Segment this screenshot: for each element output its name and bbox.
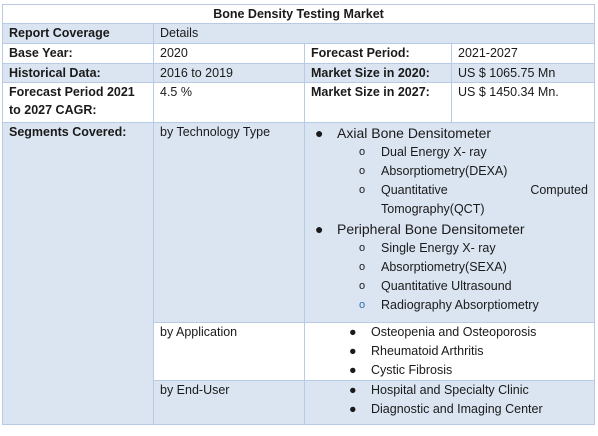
list-item: ● Rheumatoid Arthritis (311, 342, 588, 361)
technology-list: ● Axial Bone Densitometer o Dual Energy X-… (303, 122, 596, 323)
list-item: o Dual Energy X- ray (311, 143, 588, 162)
circle-bullet-icon: o (359, 280, 366, 292)
table-title: Bone Density Testing Market (1, 4, 596, 24)
segments-label: Segments Covered: (2, 122, 154, 425)
list-item: o Quantitative Ultrasound (311, 277, 588, 296)
market-size-2027-value: US $ 1450.34 Mn. (450, 82, 596, 123)
base-year-value: 2020 (153, 43, 305, 64)
list-item-continuation: Tomography(QCT) (381, 202, 485, 216)
technology-label: by Technology Type (153, 122, 305, 323)
bullet-icon: ● (315, 221, 324, 237)
circle-bullet-icon: o (359, 242, 366, 254)
historical-data-label: Historical Data: (2, 63, 154, 83)
list-item: ● Diagnostic and Imaging Center (311, 400, 588, 419)
circle-bullet-icon: o (359, 299, 366, 311)
list-item: o Single Energy X- ray (311, 239, 588, 258)
bullet-icon: ● (315, 125, 324, 141)
list-item: ● Peripheral Bone Densitometer (315, 221, 525, 237)
list-item: o Radiography Absorptiometry (311, 296, 588, 315)
cagr-label: Forecast Period 2021 to 2027 CAGR: (2, 82, 154, 123)
application-label: by Application (153, 322, 305, 381)
end-user-label: by End-User (153, 380, 305, 425)
cagr-value: 4.5 % (153, 82, 305, 123)
circle-bullet-icon: o (359, 146, 366, 158)
base-year-label: Base Year: (2, 43, 154, 64)
circle-bullet-icon: o (359, 184, 366, 196)
circle-bullet-icon: o (359, 261, 366, 273)
list-item: o Absorptiometry(SEXA) (311, 258, 588, 277)
forecast-period-value: 2021-2027 (450, 43, 596, 64)
bullet-icon: ● (349, 325, 357, 339)
bullet-icon: ● (349, 402, 357, 416)
forecast-period-label: Forecast Period: (304, 43, 452, 64)
historical-data-value: 2016 to 2019 (153, 63, 305, 83)
end-user-list: ● Hospital and Specialty Clinic ● Diagnost… (303, 380, 596, 425)
market-size-2020-value: US $ 1065.75 Mn (450, 63, 596, 83)
bullet-icon: ● (349, 363, 357, 377)
circle-bullet-icon: o (359, 165, 366, 177)
report-coverage-label: Report Coverage (2, 23, 154, 44)
bullet-icon: ● (349, 344, 357, 358)
market-size-2020-label: Market Size in 2020: (304, 63, 452, 83)
list-item: ● Cystic Fibrosis (311, 361, 588, 380)
market-size-2027-label: Market Size in 2027: (304, 82, 452, 123)
bullet-icon: ● (349, 383, 357, 397)
list-item: ● Axial Bone Densitometer (315, 125, 492, 141)
list-item: ● Osteopenia and Osteoporosis (311, 323, 588, 342)
list-item: o Quantitative Computed (311, 181, 588, 200)
list-item: ● Hospital and Specialty Clinic (311, 381, 588, 400)
list-item: o Absorptiometry(DEXA) (311, 162, 588, 181)
market-summary-table: Bone Density Testing Market Report Cover… (1, 4, 596, 425)
application-list: ● Osteopenia and Osteoporosis ● Rheumatoid… (303, 322, 596, 381)
report-coverage-value: Details (152, 23, 596, 44)
